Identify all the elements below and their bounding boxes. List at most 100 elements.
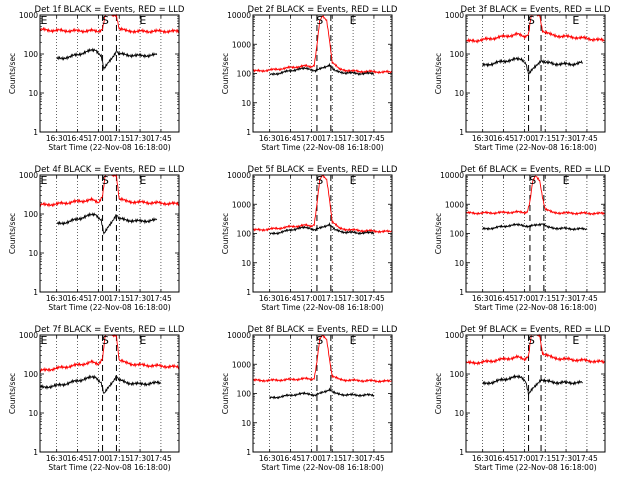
chart-title: Det 3f BLACK = Events, RED = LLD <box>461 5 611 15</box>
x-tick-label: 16:45 <box>493 294 515 303</box>
x-axis-label: Start Time (22-Nov-08 16:18:00) <box>474 303 596 312</box>
x-tick-label: 17:45 <box>363 134 385 143</box>
x-tick-label: 17:00 <box>514 454 536 463</box>
x-tick-label: 17:00 <box>88 294 110 303</box>
x-tick-label: 17:00 <box>88 454 110 463</box>
chart-panel-7: Det 7f BLACK = Events, RED = LLD 16:30 16:… <box>8 325 185 472</box>
chart-panel-8: Det 8f BLACK = Events, RED = LLD 16:30 16:… <box>221 325 398 472</box>
chart-title: Det 8f BLACK = Events, RED = LLD <box>248 325 398 335</box>
chart-title: Det 2f BLACK = Events, RED = LLD <box>248 5 398 15</box>
plot-frame <box>252 334 393 453</box>
chart-panel-2: Det 2f BLACK = Events, RED = LLD 16:30 16:… <box>221 5 398 152</box>
y-tick-label: 1000 <box>19 11 38 20</box>
x-tick-label: 16:45 <box>67 134 89 143</box>
y-tick-label: 100 <box>450 230 465 239</box>
series-line-events <box>39 374 161 394</box>
plot-frame <box>465 174 606 293</box>
event-marker-label: S <box>102 334 109 347</box>
chart-panel-4: Det 4f BLACK = Events, RED = LLD 16:30 16:… <box>8 165 185 312</box>
y-axis-label: Counts/sec <box>434 373 443 414</box>
x-tick-label: 17:45 <box>363 454 385 463</box>
chart-title: Det 1f BLACK = Events, RED = LLD <box>35 5 185 15</box>
y-tick-label: 1000 <box>445 331 464 340</box>
series-line-events <box>269 387 375 400</box>
x-tick-label: 16:30 <box>46 294 68 303</box>
y-tick-label: 10000 <box>440 171 464 180</box>
y-tick-label: 10 <box>28 249 38 258</box>
x-tick-label: 17:15 <box>108 294 130 303</box>
event-marker-label: S <box>102 174 109 187</box>
y-tick-label: 100 <box>237 390 252 399</box>
series-line-events <box>482 373 583 396</box>
x-tick-label: 17:15 <box>534 134 556 143</box>
x-tick-label: 17:00 <box>514 294 536 303</box>
series-line-events <box>482 222 588 232</box>
y-axis-label: Counts/sec <box>8 53 17 94</box>
x-tick-label: 17:00 <box>88 134 110 143</box>
y-tick-label: 100 <box>237 230 252 239</box>
x-tick-label: 17:15 <box>108 454 130 463</box>
y-tick-label: 10 <box>241 259 251 268</box>
event-marker-label: S <box>528 14 535 27</box>
chart-panel-9: Det 9f BLACK = Events, RED = LLD 16:30 16:… <box>434 325 611 472</box>
plot-frame <box>39 174 180 293</box>
y-tick-label: 1000 <box>232 40 251 49</box>
chart-panel-5: Det 5f BLACK = Events, RED = LLD 16:30 16:… <box>221 165 398 312</box>
series-line-events <box>269 62 375 77</box>
plot-frame <box>39 14 180 133</box>
y-tick-label: 100 <box>24 210 39 219</box>
y-axis-label: Counts/sec <box>434 213 443 254</box>
plot-frame <box>39 334 180 453</box>
x-tick-label: 17:30 <box>555 294 577 303</box>
y-tick-label: 1 <box>459 128 464 137</box>
y-tick-label: 10 <box>454 259 464 268</box>
y-tick-label: 100 <box>24 370 39 379</box>
x-axis-label: Start Time (22-Nov-08 16:18:00) <box>474 143 596 152</box>
y-tick-label: 1 <box>33 448 38 457</box>
event-marker-label: S <box>316 14 323 27</box>
x-tick-label: 16:30 <box>46 134 68 143</box>
series-line-lld <box>465 14 606 44</box>
y-tick-label: 10 <box>454 89 464 98</box>
y-tick-label: 10 <box>28 89 38 98</box>
x-tick-label: 17:30 <box>342 134 364 143</box>
y-tick-label: 10000 <box>227 331 251 340</box>
series-line-lld <box>465 175 606 216</box>
chart-panel-6: Det 6f BLACK = Events, RED = LLD 16:30 16:… <box>434 165 611 312</box>
x-tick-label: 17:15 <box>321 134 343 143</box>
y-tick-label: 1000 <box>19 171 38 180</box>
y-axis-label: Counts/sec <box>221 213 230 254</box>
x-axis-label: Start Time (22-Nov-08 16:18:00) <box>48 303 170 312</box>
x-tick-label: 17:15 <box>321 454 343 463</box>
y-tick-label: 1000 <box>19 331 38 340</box>
x-tick-label: 17:15 <box>534 454 556 463</box>
y-tick-label: 10 <box>28 409 38 418</box>
x-tick-label: 17:30 <box>342 294 364 303</box>
y-tick-label: 1 <box>246 128 251 137</box>
series-line-lld <box>252 14 393 75</box>
y-axis-label: Counts/sec <box>434 53 443 94</box>
y-tick-label: 1000 <box>445 200 464 209</box>
event-marker-label: E <box>41 14 48 27</box>
x-tick-label: 17:15 <box>321 294 343 303</box>
y-tick-label: 1 <box>459 288 464 297</box>
series-line-events <box>56 212 158 235</box>
x-tick-label: 16:45 <box>493 454 515 463</box>
event-marker-label: S <box>316 334 323 347</box>
x-tick-label: 17:30 <box>555 454 577 463</box>
y-tick-label: 1 <box>246 288 251 297</box>
y-tick-label: 100 <box>450 370 465 379</box>
y-tick-label: 10 <box>241 99 251 108</box>
x-tick-label: 17:00 <box>301 134 323 143</box>
event-marker-label: E <box>563 174 570 187</box>
y-axis-label: Counts/sec <box>8 213 17 254</box>
series-line-events <box>56 47 158 71</box>
y-tick-label: 1000 <box>232 360 251 369</box>
y-axis-label: Counts/sec <box>8 373 17 414</box>
event-marker-label: E <box>350 174 357 187</box>
chart-title: Det 4f BLACK = Events, RED = LLD <box>35 165 185 175</box>
y-tick-label: 100 <box>24 50 39 59</box>
x-tick-label: 17:30 <box>129 294 151 303</box>
y-axis-label: Counts/sec <box>221 373 230 414</box>
